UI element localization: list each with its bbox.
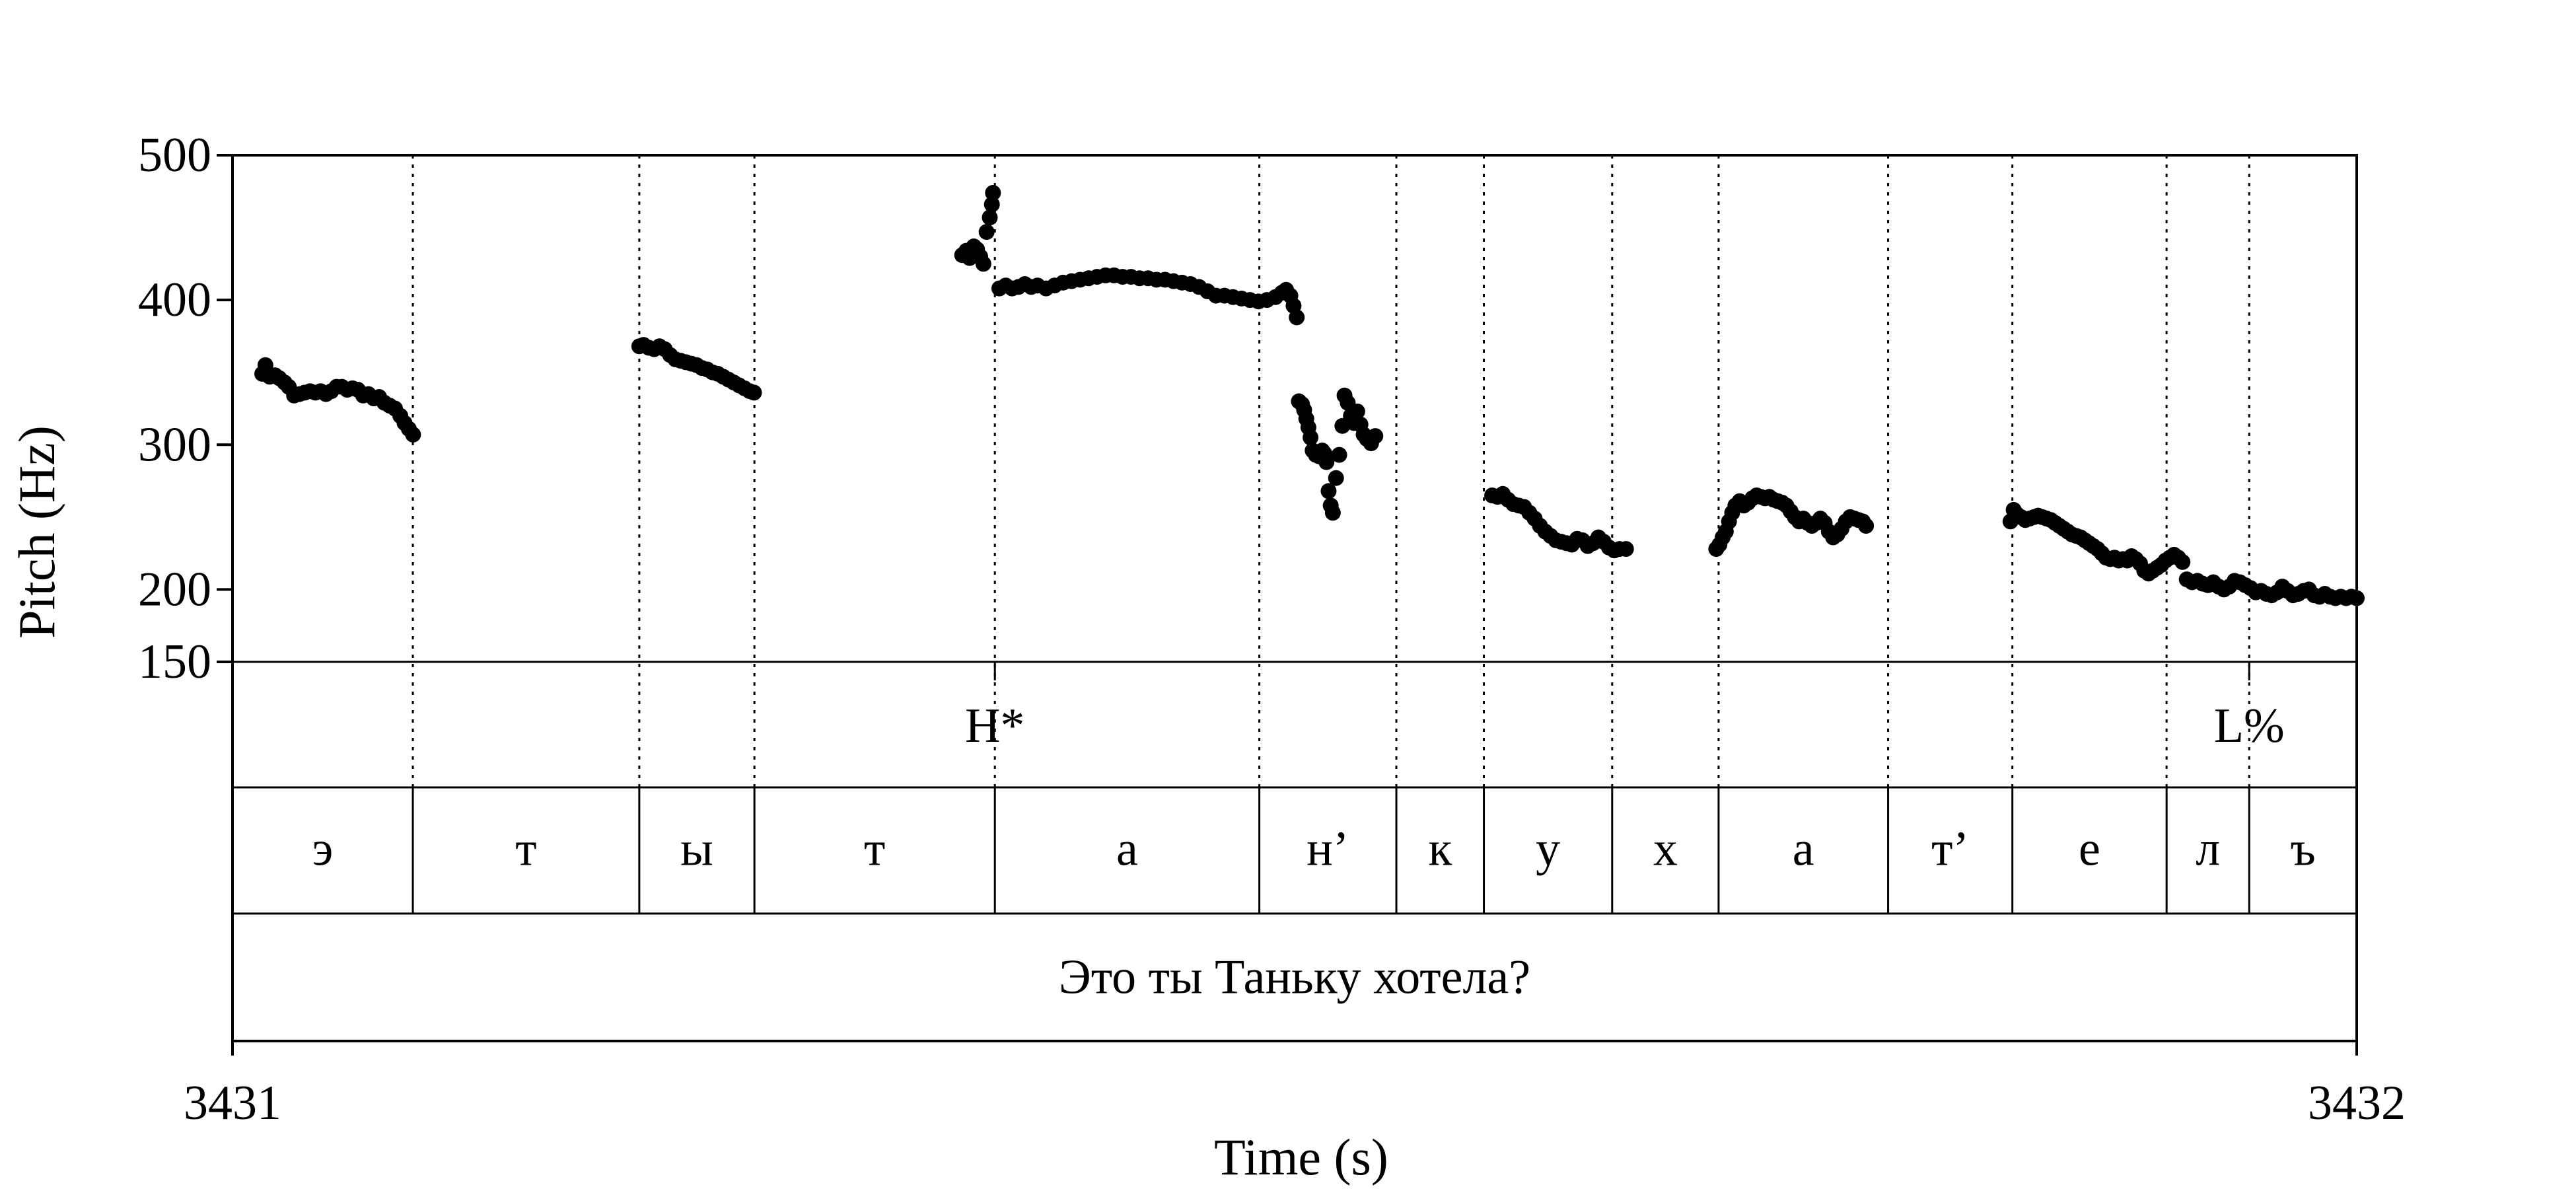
segment-label: н’: [1306, 822, 1349, 877]
pitch-point: [975, 256, 991, 272]
pitch-point: [1328, 470, 1344, 486]
y-tick-label: 300: [138, 417, 211, 472]
segment-label: т: [864, 822, 885, 877]
pitch-point: [1289, 309, 1305, 326]
segment-label: е: [2079, 822, 2100, 877]
sentence-label: Это ты Таньку хотела?: [1059, 951, 1530, 1005]
segment-label: а: [1116, 822, 1138, 877]
plot-frames: [231, 154, 2358, 1042]
segment-label: х: [1653, 822, 1678, 877]
pitch-point: [1303, 429, 1319, 446]
y-axis-title: Pitch (Hz): [8, 425, 65, 639]
pitch-point: [982, 209, 998, 226]
segment-label: т’: [1931, 822, 1969, 877]
segment-label: л: [2196, 822, 2220, 877]
pitch-point: [405, 426, 421, 443]
pitch-point: [1349, 403, 1365, 419]
pitch-point: [984, 196, 1000, 213]
pitch-point: [1318, 454, 1335, 470]
segment-label: т: [515, 822, 536, 877]
y-axis-ticks: 150 200 300 400 500: [138, 128, 233, 689]
outer-frame: [231, 154, 2358, 1042]
segment-label: ъ: [2291, 822, 2316, 877]
segment-label: э: [312, 822, 334, 877]
tone-tier: H* L%: [965, 662, 2285, 753]
tone-label: L%: [2214, 699, 2285, 753]
segment-boundary-lines: [411, 155, 2250, 787]
pitch-point: [746, 384, 762, 401]
y-tick-label: 150: [138, 635, 211, 689]
pitch-point: [978, 224, 995, 240]
pitch-point: [1320, 483, 1337, 499]
y-tick-label: 200: [138, 562, 211, 616]
x-axis-ticks: 3431 3432: [184, 1041, 2406, 1130]
segment-label: а: [1793, 822, 1814, 877]
segment-label: ы: [680, 822, 713, 877]
segment-label: у: [1536, 822, 1560, 877]
pitch-point: [2174, 554, 2191, 570]
pitch-point: [1331, 447, 1347, 463]
pitch-point: [1618, 541, 1634, 558]
pitch-point: [1367, 428, 1384, 445]
pitch-point: [1324, 505, 1341, 521]
segment-label: к: [1428, 822, 1452, 877]
x-axis-title: Time (s): [1214, 1128, 1388, 1186]
y-tick-label: 400: [138, 273, 211, 327]
pitch-point: [1858, 518, 1875, 534]
pitch-point: [985, 184, 1001, 201]
x-tick-label: 3432: [2308, 1076, 2406, 1130]
pitch-points: [254, 184, 2365, 606]
segment-tier: э т ы т а н’ к у х а т’ е л ъ: [312, 787, 2316, 914]
y-tick-label: 500: [138, 128, 211, 182]
x-tick-label: 3431: [184, 1076, 281, 1130]
tone-label: H*: [965, 699, 1024, 753]
